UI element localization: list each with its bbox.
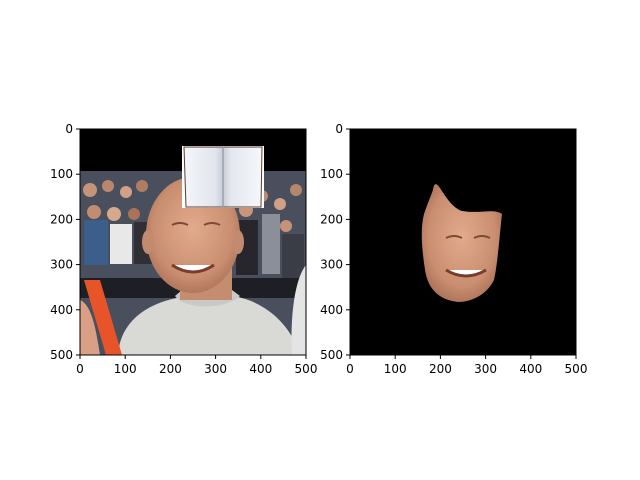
right-axes-frame — [349, 128, 577, 356]
left-y-tick-label: 0 — [65, 122, 73, 136]
left-x-tick-label: 300 — [204, 362, 227, 376]
right-y-tick-label: 100 — [320, 167, 343, 181]
right-image-panel — [350, 129, 576, 355]
left-y-tick-label: 300 — [50, 258, 73, 272]
left-x-tick-label: 500 — [295, 362, 318, 376]
left-x-tick-label: 200 — [159, 362, 182, 376]
left-axes-frame — [79, 128, 307, 356]
right-x-tick-label: 200 — [429, 362, 452, 376]
left-x-tick-label: 0 — [76, 362, 84, 376]
left-x-tick-label: 100 — [114, 362, 137, 376]
right-x-tick-label: 0 — [346, 362, 354, 376]
right-y-tick-label: 0 — [335, 122, 343, 136]
orange-strap — [84, 280, 122, 355]
right-x-tick-label: 100 — [384, 362, 407, 376]
left-y-tick-label: 200 — [50, 212, 73, 226]
right-y-tick-label: 500 — [320, 348, 343, 362]
right-x-tick-label: 400 — [519, 362, 542, 376]
right-y-tick-label: 300 — [320, 258, 343, 272]
shirt — [118, 296, 300, 355]
left-y-tick-label: 100 — [50, 167, 73, 181]
left-image-panel — [80, 129, 306, 355]
book-image — [182, 146, 264, 208]
right-y-tick-label: 400 — [320, 303, 343, 317]
right-y-tick-label: 200 — [320, 212, 343, 226]
left-x-tick-label: 400 — [249, 362, 272, 376]
left-y-tick-label: 500 — [50, 348, 73, 362]
right-x-tick-label: 500 — [565, 362, 588, 376]
right-x-tick-label: 300 — [474, 362, 497, 376]
left-y-tick-label: 400 — [50, 303, 73, 317]
